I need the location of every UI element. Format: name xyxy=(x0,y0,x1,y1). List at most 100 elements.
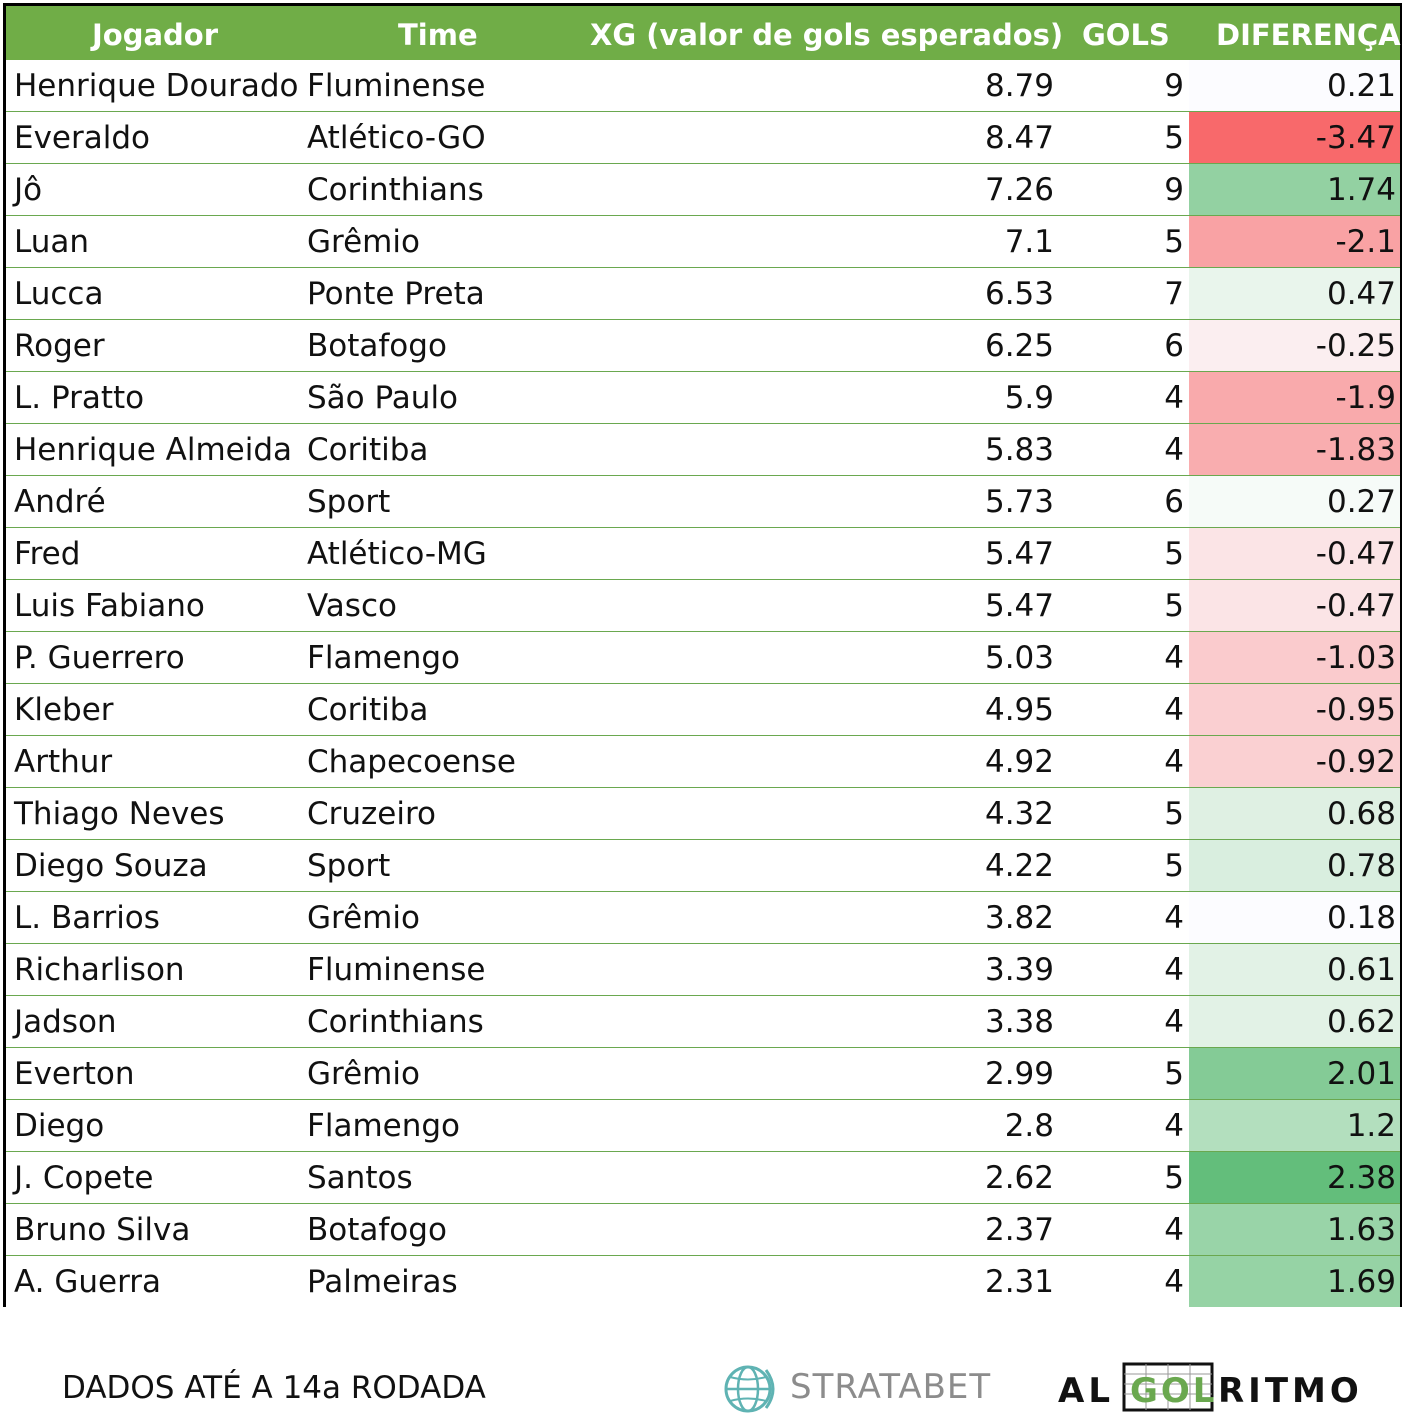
cell-team: São Paulo xyxy=(307,380,459,416)
cell-diff-value: 0.47 xyxy=(1326,276,1396,312)
cell-diff: -0.95 xyxy=(1189,684,1400,735)
cell-team: Grêmio xyxy=(307,900,420,936)
cell-diff-value: -0.95 xyxy=(1315,692,1396,728)
cell-player: Roger xyxy=(14,328,105,364)
cell-goals: 4 xyxy=(1164,692,1184,728)
cell-goals: 4 xyxy=(1164,744,1184,780)
cell-player: P. Guerrero xyxy=(14,640,185,676)
cell-diff-value: -3.47 xyxy=(1315,120,1396,156)
cell-team: Fluminense xyxy=(307,952,486,988)
cell-team: Botafogo xyxy=(307,1212,447,1248)
cell-goals: 5 xyxy=(1164,1160,1184,1196)
cell-team: Botafogo xyxy=(307,328,447,364)
header-team: Time xyxy=(398,18,478,52)
cell-player: Arthur xyxy=(14,744,113,780)
cell-player: Lucca xyxy=(14,276,104,312)
cell-diff: -1.83 xyxy=(1189,424,1400,475)
globe-icon xyxy=(724,1365,775,1413)
algoritmo-logo: AL GOL RITMO xyxy=(1058,1360,1359,1416)
table-row: P. Guerrero Flamengo 5.03 4 -1.03 xyxy=(6,632,1400,684)
cell-goals: 4 xyxy=(1164,1212,1184,1248)
cell-player: J. Copete xyxy=(14,1160,154,1196)
cell-xg: 5.47 xyxy=(984,588,1054,624)
cell-goals: 6 xyxy=(1164,328,1184,364)
cell-goals: 4 xyxy=(1164,900,1184,936)
cell-player: Diego Souza xyxy=(14,848,208,884)
cell-diff-value: 0.18 xyxy=(1326,900,1396,936)
cell-goals: 4 xyxy=(1164,952,1184,988)
cell-xg: 2.99 xyxy=(984,1056,1054,1092)
cell-diff-value: 2.01 xyxy=(1326,1056,1396,1092)
cell-team: Santos xyxy=(307,1160,413,1196)
cell-diff-value: -1.83 xyxy=(1315,432,1396,468)
table-row: A. Guerra Palmeiras 2.31 4 1.69 xyxy=(6,1256,1400,1308)
cell-team: Coritiba xyxy=(307,432,429,468)
table-row: Richarlison Fluminense 3.39 4 0.61 xyxy=(6,944,1400,996)
cell-diff: 1.2 xyxy=(1189,1100,1400,1151)
cell-player: Everton xyxy=(14,1056,135,1092)
cell-diff-value: -0.47 xyxy=(1315,536,1396,572)
cell-xg: 2.37 xyxy=(984,1212,1054,1248)
cell-player: André xyxy=(14,484,106,520)
cell-xg: 3.82 xyxy=(984,900,1054,936)
cell-diff-value: 0.78 xyxy=(1326,848,1396,884)
table-row: Everaldo Atlético-GO 8.47 5 -3.47 xyxy=(6,112,1400,164)
cell-diff: 0.27 xyxy=(1189,476,1400,527)
cell-goals: 5 xyxy=(1164,588,1184,624)
cell-team: Coritiba xyxy=(307,692,429,728)
cell-diff: 0.21 xyxy=(1189,60,1400,111)
cell-goals: 4 xyxy=(1164,1004,1184,1040)
cell-player: Henrique Almeida xyxy=(14,432,293,468)
cell-goals: 6 xyxy=(1164,484,1184,520)
cell-player: Luan xyxy=(14,224,90,260)
cell-team: Flamengo xyxy=(307,1108,461,1144)
header-xg: XG (valor de gols esperados) xyxy=(590,18,1064,52)
cell-xg: 2.62 xyxy=(984,1160,1054,1196)
cell-player: Everaldo xyxy=(14,120,151,156)
cell-xg: 3.38 xyxy=(984,1004,1054,1040)
cell-diff-value: 0.62 xyxy=(1326,1004,1396,1040)
cell-diff: 0.61 xyxy=(1189,944,1400,995)
table-row: André Sport 5.73 6 0.27 xyxy=(6,476,1400,528)
algoritmo-wordmark-icon: AL GOL RITMO xyxy=(1058,1362,1359,1412)
cell-goals: 4 xyxy=(1164,432,1184,468)
cell-team: Sport xyxy=(307,848,391,884)
header-diff: DIFERENÇA xyxy=(1216,18,1401,52)
cell-player: Henrique Dourado xyxy=(14,68,299,104)
cell-diff: 1.74 xyxy=(1189,164,1400,215)
cell-team: Flamengo xyxy=(307,640,461,676)
cell-team: Corinthians xyxy=(307,1004,484,1040)
svg-text:GOL: GOL xyxy=(1130,1371,1217,1411)
cell-xg: 5.73 xyxy=(984,484,1054,520)
cell-diff: -1.03 xyxy=(1189,632,1400,683)
header-goals: GOLS xyxy=(1082,18,1170,52)
svg-text:AL: AL xyxy=(1058,1371,1114,1411)
table-row: Thiago Neves Cruzeiro 4.32 5 0.68 xyxy=(6,788,1400,840)
table-row: Jadson Corinthians 3.38 4 0.62 xyxy=(6,996,1400,1048)
cell-xg: 8.47 xyxy=(984,120,1054,156)
table-row: Diego Flamengo 2.8 4 1.2 xyxy=(6,1100,1400,1152)
cell-team: Ponte Preta xyxy=(307,276,485,312)
cell-diff-value: -0.47 xyxy=(1315,588,1396,624)
cell-diff: -1.9 xyxy=(1189,372,1400,423)
table-row: Kleber Coritiba 4.95 4 -0.95 xyxy=(6,684,1400,736)
cell-goals: 4 xyxy=(1164,1264,1184,1300)
cell-xg: 2.8 xyxy=(1004,1108,1054,1144)
xg-table: Jogador Time XG (valor de gols esperados… xyxy=(3,3,1402,1308)
cell-goals: 5 xyxy=(1164,848,1184,884)
cell-xg: 6.25 xyxy=(984,328,1054,364)
cell-player: L. Pratto xyxy=(14,380,145,416)
cell-diff-value: 1.63 xyxy=(1326,1212,1396,1248)
cell-diff-value: -2.1 xyxy=(1335,224,1397,260)
cell-xg: 5.03 xyxy=(984,640,1054,676)
cell-xg: 4.32 xyxy=(984,796,1054,832)
cell-team: Corinthians xyxy=(307,172,484,208)
cell-xg: 4.95 xyxy=(984,692,1054,728)
cell-xg: 2.31 xyxy=(984,1264,1054,1300)
cell-player: Thiago Neves xyxy=(14,796,225,832)
cell-diff-value: 1.74 xyxy=(1326,172,1396,208)
cell-diff-value: 0.27 xyxy=(1326,484,1396,520)
cell-diff-value: 0.61 xyxy=(1326,952,1396,988)
cell-diff: 0.47 xyxy=(1189,268,1400,319)
cell-player: Fred xyxy=(14,536,81,572)
